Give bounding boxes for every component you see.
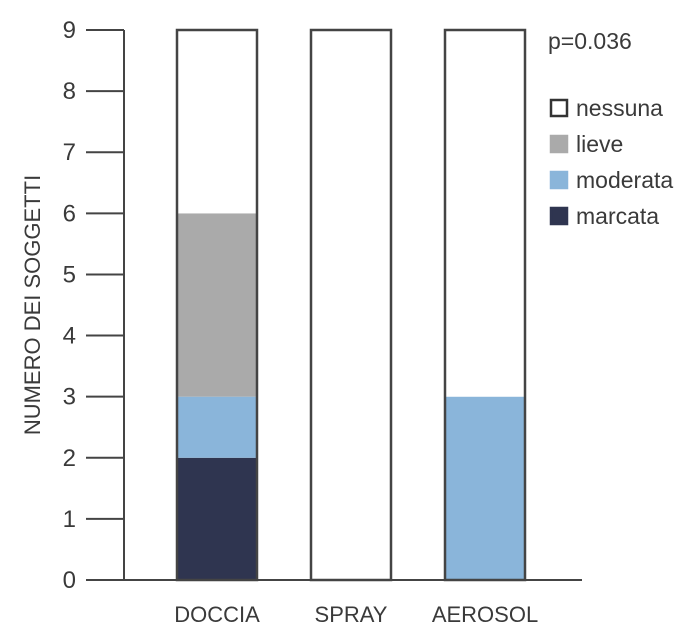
y-tick-label: 6 <box>63 200 76 227</box>
bar-segment-lieve <box>177 213 257 397</box>
legend: nessuna lieve moderata marcata <box>549 95 673 229</box>
x-category-label: AEROSOL <box>432 602 538 627</box>
legend-label-nessuna: nessuna <box>576 95 663 121</box>
y-tick-label: 1 <box>63 506 76 533</box>
bars <box>175 28 527 582</box>
x-axis: DOCCIA SPRAY AEROSOL <box>86 579 582 627</box>
y-axis-title: NUMERO DEI SOGGETTI <box>20 175 45 435</box>
y-tick-label: 7 <box>63 139 76 166</box>
y-tick-label: 3 <box>63 384 76 411</box>
bar-segment-nessuna <box>177 30 257 214</box>
p-value-annotation: p=0.036 <box>548 28 632 54</box>
legend-swatch-marcata <box>549 206 569 226</box>
y-tick-label: 2 <box>63 445 76 472</box>
y-tick-label: 8 <box>63 78 76 105</box>
x-category-label: SPRAY <box>315 602 388 627</box>
y-tick-label: 0 <box>63 567 76 594</box>
x-category-label: DOCCIA <box>174 602 260 627</box>
y-tick-label: 4 <box>63 323 76 350</box>
bar-segment-nessuna <box>311 30 391 580</box>
bar-segment-moderata <box>177 396 257 458</box>
legend-swatch-moderata <box>549 170 569 190</box>
y-axis: 0 1 2 3 4 5 6 7 8 9 <box>63 17 125 594</box>
bar-segment-nessuna <box>445 30 525 397</box>
y-tick-label: 5 <box>63 261 76 288</box>
bar-segment-moderata <box>445 396 525 580</box>
legend-label-moderata: moderata <box>576 167 673 193</box>
y-tick-label: 9 <box>63 17 76 44</box>
legend-swatch-nessuna <box>549 98 569 118</box>
bar-segment-marcata <box>177 457 257 580</box>
legend-label-marcata: marcata <box>576 203 659 229</box>
legend-swatch-lieve <box>549 134 569 154</box>
legend-label-lieve: lieve <box>576 131 623 157</box>
